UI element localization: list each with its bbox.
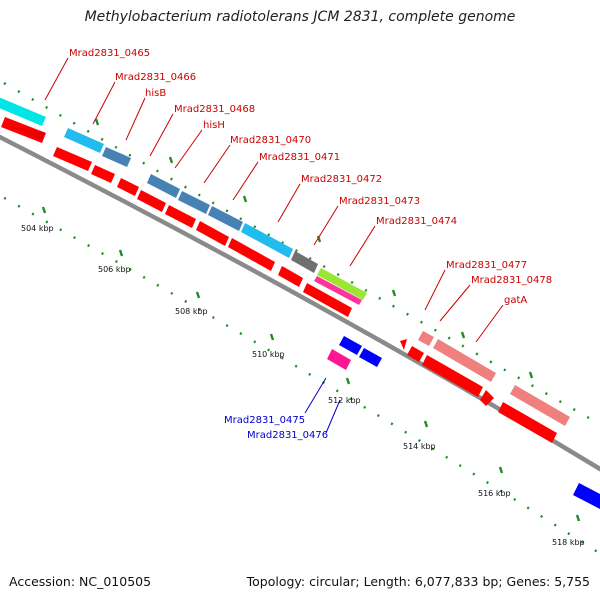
gene-box-mrad2831-0471 (241, 223, 293, 258)
gene-label-mrad2831-0478: Mrad2831_0478 (471, 275, 552, 286)
gene-box-gata (433, 339, 496, 382)
cds-arrow (422, 355, 483, 397)
gene-box-hisb (102, 147, 131, 167)
cds-arrow (498, 402, 557, 443)
cds-arrow (407, 346, 424, 362)
cds-arrow (117, 178, 139, 196)
cds-arrow (278, 266, 303, 287)
gene-box-mrad2831-0472 (291, 251, 318, 273)
gene-box-mrad2831-0476 (339, 336, 362, 355)
gene-box-mrad2831-0470 (208, 206, 243, 231)
cds-arrow (137, 190, 166, 212)
callout-lines (44, 57, 504, 434)
gene-label-gata: gatA (504, 295, 527, 306)
gene-label-mrad2831-0471: Mrad2831_0471 (259, 152, 340, 163)
cds-arrow (53, 147, 92, 171)
cds-arrow (228, 238, 275, 271)
gene-box-mrad2831-0465 (0, 97, 46, 126)
gene-label-mrad2831-0466: Mrad2831_0466 (115, 72, 196, 83)
gene-box-mrad2831-0474 (314, 276, 362, 305)
topology-summary: Topology: circular; Length: 6,077,833 bp… (246, 574, 590, 589)
gene-label-mrad2831-0473: Mrad2831_0473 (339, 196, 420, 207)
gene-label-mrad2831-0470: Mrad2831_0470 (230, 135, 311, 146)
tick-ring-inner (0, 194, 600, 556)
gene-label-mrad2831-0465: Mrad2831_0465 (69, 48, 150, 59)
gene-box-reverse-blue (359, 348, 382, 367)
cds-arrow (303, 283, 352, 317)
gene-box-extra-1 (510, 385, 570, 426)
tick-label-514: 514 kbp (403, 442, 436, 451)
gene-label-mrad2831-0475: Mrad2831_0475 (224, 415, 305, 426)
tick-label-510: 510 kbp (252, 350, 285, 359)
gene-box-reverse-blue-right (573, 483, 600, 509)
accession-text: Accession: NC_010505 (9, 574, 152, 589)
gene-label-hish: hisH (203, 120, 225, 131)
tick-label-504: 504 kbp (21, 224, 54, 233)
tick-label-518: 518 kbp (552, 538, 585, 547)
tick-label-508: 508 kbp (175, 307, 208, 316)
gene-label-hisb: hisB (145, 88, 166, 99)
tick-label-506: 506 kbp (98, 265, 131, 274)
major-ticks (41, 118, 581, 522)
reverse-features (327, 336, 600, 509)
gene-box-mrad2831-0468 (147, 174, 180, 198)
cds-arrow (91, 165, 115, 183)
gene-label-mrad2831-0477: Mrad2831_0477 (446, 260, 527, 271)
cds-arrow (400, 339, 407, 350)
cds-arrow (1, 117, 46, 143)
tick-label-516: 516 kbp (478, 489, 511, 498)
map-title: Methylobacterium radiotolerans JCM 2831,… (84, 9, 516, 25)
tick-label-512: 512 kbp (328, 396, 361, 405)
gene-box-hish (178, 191, 210, 214)
gene-box-mrad2831-0473 (317, 268, 367, 300)
cds-arrow (480, 390, 494, 406)
gene-label-mrad2831-0472: Mrad2831_0472 (301, 174, 382, 185)
cds-arrow (8, 126, 45, 140)
tick-ring-outer (0, 79, 600, 426)
cds-arrow (196, 221, 229, 246)
gene-label-mrad2831-0468: Mrad2831_0468 (174, 104, 255, 115)
forward-features (0, 97, 570, 443)
gene-box-mrad2831-0478 (418, 331, 434, 346)
gene-label-mrad2831-0474: Mrad2831_0474 (376, 216, 457, 227)
gene-label-mrad2831-0476: Mrad2831_0476 (247, 430, 328, 441)
gene-box-mrad2831-0466 (64, 128, 104, 153)
gene-box-mrad2831-0475 (327, 349, 351, 370)
cds-arrow (165, 205, 196, 228)
